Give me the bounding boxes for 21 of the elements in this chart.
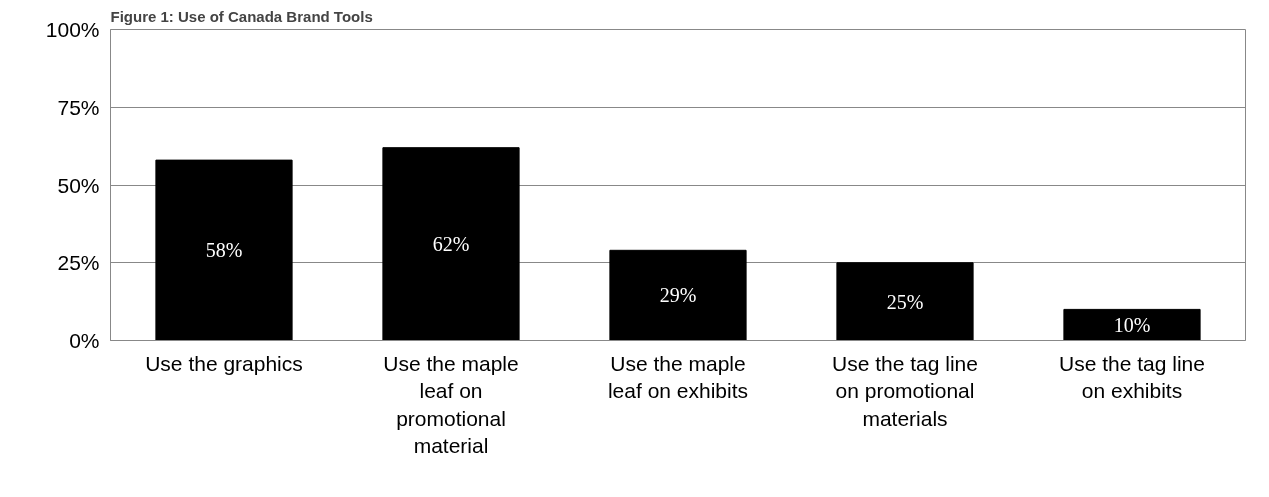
x-tick-label: Use the tag line on exhibits: [1059, 351, 1205, 403]
y-tick-label: 0%: [69, 329, 100, 352]
chart-title: Figure 1: Use of Canada Brand Tools: [110, 7, 373, 25]
y-tick-label: 25%: [57, 251, 100, 275]
data-label: 62%: [432, 233, 470, 256]
data-label: 29%: [659, 284, 697, 307]
data-label: 58%: [205, 239, 243, 262]
y-tick-label: 75%: [57, 95, 100, 119]
bar: [836, 262, 974, 341]
x-tick-label: Use the graphics: [145, 351, 303, 375]
x-tick-label: Use the tag line on promotional materials: [832, 351, 978, 430]
data-label: 25%: [886, 290, 924, 313]
bar: [609, 249, 747, 341]
y-tick-label: 100%: [45, 18, 100, 41]
data-label: 10%: [1113, 313, 1151, 336]
x-tick-label: Use the maple leaf on exhibits: [607, 351, 749, 403]
bar: [155, 159, 293, 341]
x-tick-label: Use the maple leaf on promotional material: [383, 351, 519, 458]
bar: [1063, 308, 1201, 341]
y-tick-label: 50%: [57, 173, 100, 197]
bar: [382, 147, 520, 341]
